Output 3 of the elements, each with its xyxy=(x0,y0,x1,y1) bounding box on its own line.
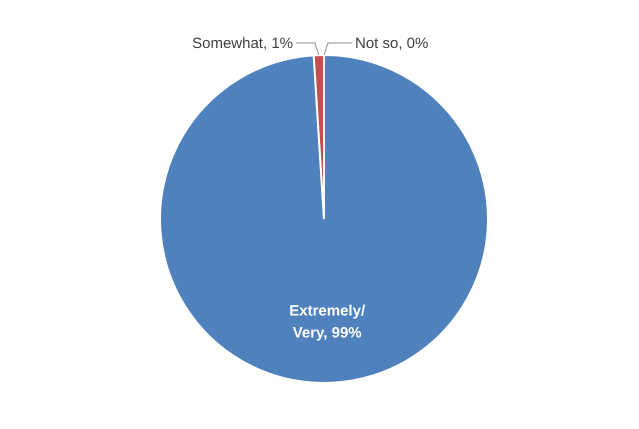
legend-label: Not so, 0% xyxy=(355,35,428,52)
slice-label: Somewhat, 1% xyxy=(192,35,293,52)
slice-label: Extremely/ Very, 99% xyxy=(289,302,366,342)
